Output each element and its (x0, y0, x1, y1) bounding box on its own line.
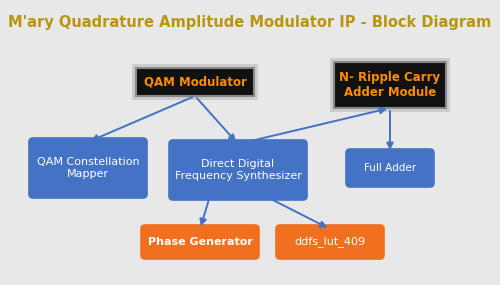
FancyBboxPatch shape (330, 58, 450, 112)
Text: N- Ripple Carry
Adder Module: N- Ripple Carry Adder Module (340, 71, 440, 99)
FancyBboxPatch shape (276, 225, 384, 259)
Text: ddfs_lut_409: ddfs_lut_409 (294, 237, 366, 247)
Text: Phase Generator: Phase Generator (148, 237, 252, 247)
Text: Full Adder: Full Adder (364, 163, 416, 173)
FancyBboxPatch shape (29, 138, 147, 198)
FancyBboxPatch shape (132, 64, 258, 100)
Text: QAM Modulator: QAM Modulator (144, 76, 246, 89)
FancyBboxPatch shape (334, 62, 446, 108)
Text: Direct Digital
Frequency Synthesizer: Direct Digital Frequency Synthesizer (174, 159, 302, 181)
FancyBboxPatch shape (346, 149, 434, 187)
Text: QAM Constellation
Mapper: QAM Constellation Mapper (36, 157, 140, 179)
FancyBboxPatch shape (169, 140, 307, 200)
Text: M'ary Quadrature Amplitude Modulator IP - Block Diagram: M'ary Quadrature Amplitude Modulator IP … (8, 15, 492, 30)
FancyBboxPatch shape (136, 68, 254, 96)
FancyBboxPatch shape (141, 225, 259, 259)
